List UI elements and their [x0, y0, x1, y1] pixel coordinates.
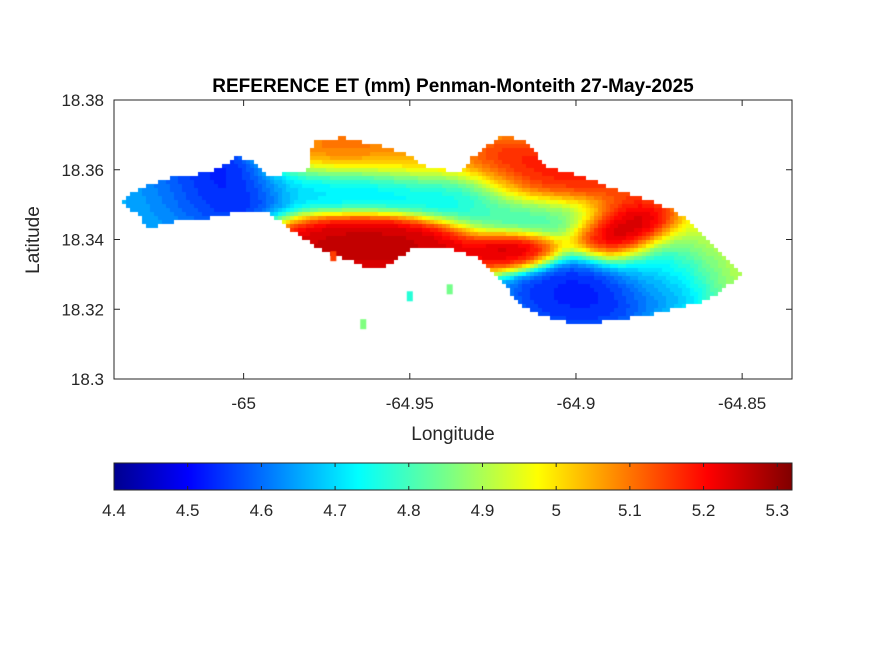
x-tick-label: -65 — [231, 394, 256, 413]
colorbar-tick-label: 5.1 — [618, 501, 642, 520]
x-axis-label: Longitude — [411, 424, 494, 445]
y-axis-ticks: 18.3 18.32 18.34 18.36 18.38 — [61, 91, 792, 389]
y-tick-label: 18.32 — [61, 300, 104, 319]
et-heatmap — [114, 100, 792, 379]
y-axis-label: Latitude — [23, 206, 44, 274]
y-tick-label: 18.3 — [71, 370, 104, 389]
colorbar — [113, 462, 793, 491]
colorbar-ticks: 4.4 4.5 4.6 4.7 4.8 4.9 5 5.1 5.2 5.3 — [102, 463, 789, 520]
colorbar-tick-label: 4.7 — [323, 501, 347, 520]
y-tick-label: 18.38 — [61, 91, 104, 110]
chart-title: REFERENCE ET (mm) Penman-Monteith 27-May… — [212, 76, 694, 97]
y-tick-label: 18.36 — [61, 161, 104, 180]
x-tick-label: -64.9 — [557, 394, 596, 413]
colorbar-tick-label: 4.8 — [397, 501, 421, 520]
colorbar-tick-label: 4.5 — [176, 501, 200, 520]
colorbar-tick-label: 5.3 — [765, 501, 789, 520]
colorbar-tick-label: 5.2 — [692, 501, 716, 520]
et-map-layer — [114, 100, 792, 379]
y-tick-label: 18.34 — [61, 231, 104, 250]
x-tick-label: -64.85 — [718, 394, 766, 413]
x-axis-ticks: -65 -64.95 -64.9 -64.85 — [231, 100, 766, 413]
colorbar-tick-label: 4.9 — [471, 501, 495, 520]
colorbar-tick-label: 4.4 — [102, 501, 126, 520]
colorbar-tick-label: 5 — [551, 501, 560, 520]
x-tick-label: -64.95 — [386, 394, 434, 413]
colorbar-tick-label: 4.6 — [250, 501, 274, 520]
